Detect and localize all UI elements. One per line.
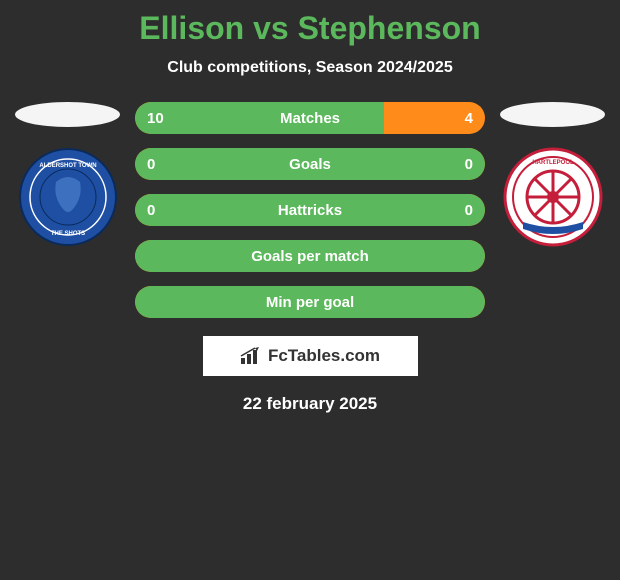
page-title: Ellison vs Stephenson bbox=[0, 10, 620, 47]
stat-bar-hattricks: 00Hattricks bbox=[135, 194, 485, 226]
stat-label: Goals per match bbox=[135, 248, 485, 265]
date-text: 22 february 2025 bbox=[0, 394, 620, 414]
stat-bar-min-per-goal: Min per goal bbox=[135, 286, 485, 318]
club-badge-left: ALDERSHOT TOWN THE SHOTS bbox=[18, 147, 118, 247]
svg-text:ALDERSHOT TOWN: ALDERSHOT TOWN bbox=[39, 163, 96, 169]
svg-text:HARTLEPOOL: HARTLEPOOL bbox=[532, 160, 574, 166]
stat-label: Matches bbox=[135, 110, 485, 127]
stat-bar-goals: 00Goals bbox=[135, 148, 485, 180]
svg-text:THE SHOTS: THE SHOTS bbox=[50, 231, 84, 237]
comparison-row: ALDERSHOT TOWN THE SHOTS 104Matches 00Goa… bbox=[0, 102, 620, 318]
stats-column: 104Matches 00Goals 00Hattricks Goals per ma… bbox=[135, 102, 485, 318]
chart-icon bbox=[240, 347, 262, 365]
stat-label: Hattricks bbox=[135, 202, 485, 219]
right-column: HARTLEPOOL bbox=[500, 102, 605, 247]
stat-label: Min per goal bbox=[135, 294, 485, 311]
player-placeholder-right bbox=[500, 102, 605, 127]
player-placeholder-left bbox=[15, 102, 120, 127]
watermark: FcTables.com bbox=[203, 336, 418, 376]
club-badge-right: HARTLEPOOL bbox=[503, 147, 603, 247]
watermark-text: FcTables.com bbox=[268, 346, 380, 366]
left-column: ALDERSHOT TOWN THE SHOTS bbox=[15, 102, 120, 247]
stat-bar-matches: 104Matches bbox=[135, 102, 485, 134]
stat-label: Goals bbox=[135, 156, 485, 173]
stat-bar-goals-per-match: Goals per match bbox=[135, 240, 485, 272]
subtitle: Club competitions, Season 2024/2025 bbox=[0, 59, 620, 77]
